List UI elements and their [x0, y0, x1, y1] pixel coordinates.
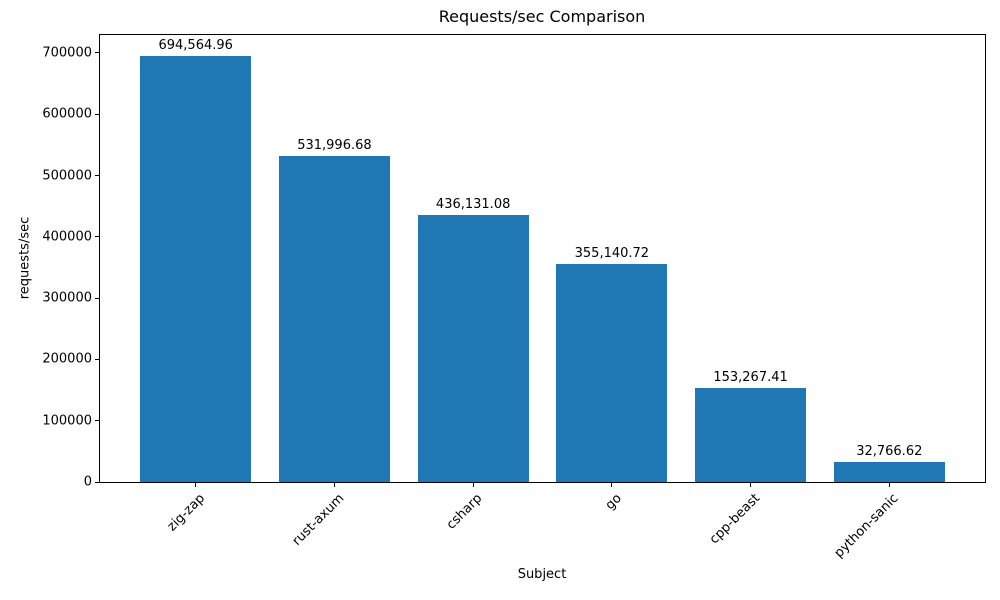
bar-value-label: 436,131.08	[435, 196, 511, 212]
y-tick-mark	[95, 481, 99, 483]
x-tick-label: zig-zap	[164, 491, 209, 535]
x-tick-label: rust-axum	[289, 491, 348, 549]
x-tick-label: csharp	[444, 491, 486, 533]
x-tick-label: python-sanic	[831, 491, 902, 561]
y-tick-mark	[95, 236, 99, 238]
bar-value-label: 32,766.62	[856, 443, 923, 459]
x-tick-mark	[333, 483, 335, 487]
x-tick-mark	[472, 483, 474, 487]
bar	[278, 155, 390, 482]
y-tick-mark	[95, 175, 99, 177]
bar-value-label: 694,564.96	[158, 38, 233, 54]
y-tick-label: 300000	[42, 290, 92, 306]
y-tick-label: 400000	[42, 229, 92, 245]
bar-value-label: 531,996.68	[297, 137, 372, 153]
y-tick-label: 500000	[42, 168, 92, 184]
bar	[140, 56, 252, 482]
y-tick-label: 0	[83, 474, 92, 490]
y-tick-label: 100000	[42, 413, 92, 429]
y-tick-mark	[95, 52, 99, 54]
bar-value-label: 153,267.41	[713, 370, 788, 386]
y-tick-label: 600000	[42, 106, 92, 122]
y-tick-mark	[95, 113, 99, 115]
x-tick-label: go	[602, 491, 625, 514]
y-tick-mark	[95, 358, 99, 360]
x-tick-label: cpp-beast	[707, 491, 764, 548]
y-tick-label: 200000	[42, 351, 92, 367]
bar	[833, 461, 945, 482]
bar-value-label: 355,140.72	[574, 246, 650, 262]
chart-title: Requests/sec Comparison	[438, 7, 646, 26]
x-axis-label: Subject	[517, 567, 567, 582]
bar	[556, 264, 668, 482]
y-tick-mark	[95, 297, 99, 299]
x-tick-mark	[195, 483, 197, 487]
plot-area: 694,564.96 531,996.68 436,131.08 355,140.72…	[99, 34, 986, 483]
bar	[417, 214, 529, 482]
x-tick-mark	[750, 483, 752, 487]
x-tick-mark	[611, 483, 613, 487]
y-axis-label: requests/sec	[17, 216, 33, 300]
y-tick-mark	[95, 420, 99, 422]
y-tick-label: 700000	[42, 45, 92, 61]
bar	[695, 388, 807, 482]
x-tick-mark	[888, 483, 890, 487]
